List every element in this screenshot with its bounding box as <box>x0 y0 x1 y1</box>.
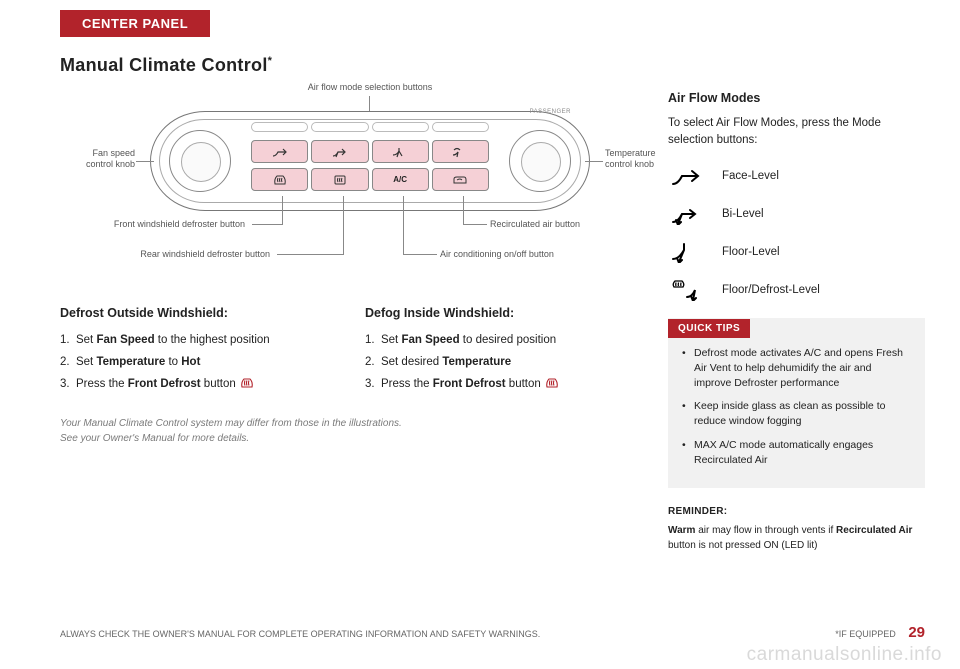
airflow-mode-row: Floor/Defrost-Level <box>668 278 925 302</box>
ac-btn: A/C <box>372 168 429 191</box>
defog-column: Defog Inside Windshield: 1. Set Fan Spee… <box>365 306 640 396</box>
caption-fan-knob: Fan speedcontrol knob <box>60 148 135 170</box>
rear-defrost-btn <box>311 168 368 191</box>
defrost-steps: 1. Set Fan Speed to the highest position… <box>60 330 335 396</box>
defrost-heading: Defrost Outside Windshield: <box>60 306 335 320</box>
defrost-column: Defrost Outside Windshield: 1. Set Fan S… <box>60 306 335 396</box>
control-panel: PASSENGER <box>150 111 590 211</box>
mode-btn-3 <box>372 140 429 163</box>
fan-speed-knob <box>169 130 231 192</box>
tip-item: Defrost mode activates A/C and opens Fre… <box>682 346 911 392</box>
page-title: Manual Climate Control* <box>60 55 925 76</box>
mode-icon <box>668 202 704 226</box>
airflow-modes: Face-Level Bi-Level Floor-Level Floor/Defro… <box>668 164 925 302</box>
passenger-label: PASSENGER <box>530 109 571 115</box>
step-item: 2. Set desired Temperature <box>365 352 640 374</box>
caption-top: Air flow mode selection buttons <box>285 82 455 93</box>
airflow-mode-row: Face-Level <box>668 164 925 188</box>
title-text: Manual Climate Control <box>60 55 268 75</box>
mode-label: Floor/Defrost-Level <box>722 284 820 296</box>
function-button-row: A/C <box>251 168 489 191</box>
tip-item: Keep inside glass as clean as possible t… <box>682 399 911 429</box>
reminder-block: REMINDER: Warm air may flow in through v… <box>668 504 925 553</box>
mode-btn-1 <box>251 140 308 163</box>
title-asterisk: * <box>268 55 273 67</box>
step-item: 3. Press the Front Defrost button <box>60 374 335 396</box>
section-tab: CENTER PANEL <box>60 10 210 37</box>
mode-icon <box>668 164 704 188</box>
step-item: 1. Set Fan Speed to the highest position <box>60 330 335 352</box>
page-number: 29 <box>908 624 925 641</box>
defog-heading: Defog Inside Windshield: <box>365 306 640 320</box>
page-footer: ALWAYS CHECK THE OWNER'S MANUAL FOR COMP… <box>60 624 925 641</box>
caption-recirc: Recirculated air button <box>490 219 620 230</box>
caption-ac: Air conditioning on/off button <box>440 249 590 260</box>
watermark: carmanualsonline.info <box>747 644 942 666</box>
temperature-knob <box>509 130 571 192</box>
tips-list: Defrost mode activates A/C and opens Fre… <box>682 346 911 469</box>
mode-icon <box>668 278 704 302</box>
front-defrost-btn <box>251 168 308 191</box>
defog-steps: 1. Set Fan Speed to desired position2. S… <box>365 330 640 396</box>
footer-equipped: *IF EQUIPPED <box>835 629 896 639</box>
quick-tips-box: QUICK TIPS Defrost mode activates A/C an… <box>668 318 925 489</box>
footnote: Your Manual Climate Control system may d… <box>60 416 640 446</box>
caption-rear-defrost: Rear windshield defroster button <box>110 249 270 260</box>
mode-button-row <box>251 140 489 163</box>
mode-label: Floor-Level <box>722 246 780 258</box>
airflow-mode-row: Floor-Level <box>668 240 925 264</box>
tip-item: MAX A/C mode automatically engages Recir… <box>682 438 911 468</box>
caption-front-defrost: Front windshield defroster button <box>90 219 245 230</box>
quick-tips-tab: QUICK TIPS <box>668 319 750 338</box>
airflow-mode-row: Bi-Level <box>668 202 925 226</box>
step-item: 2. Set Temperature to Hot <box>60 352 335 374</box>
step-item: 3. Press the Front Defrost button <box>365 374 640 396</box>
mode-icon <box>668 240 704 264</box>
caption-temp-knob: Temperaturecontrol knob <box>605 148 665 170</box>
mode-label: Face-Level <box>722 170 779 182</box>
step-item: 1. Set Fan Speed to desired position <box>365 330 640 352</box>
mode-btn-2 <box>311 140 368 163</box>
mode-btn-4 <box>432 140 489 163</box>
recirculate-btn <box>432 168 489 191</box>
airflow-intro: To select Air Flow Modes, press the Mode… <box>668 115 925 150</box>
climate-panel-diagram: Air flow mode selection buttons PASSENGE… <box>60 86 640 286</box>
reminder-heading: REMINDER: <box>668 504 925 519</box>
footer-left: ALWAYS CHECK THE OWNER'S MANUAL FOR COMP… <box>60 629 540 639</box>
mode-label: Bi-Level <box>722 208 764 220</box>
airflow-heading: Air Flow Modes <box>668 91 925 105</box>
